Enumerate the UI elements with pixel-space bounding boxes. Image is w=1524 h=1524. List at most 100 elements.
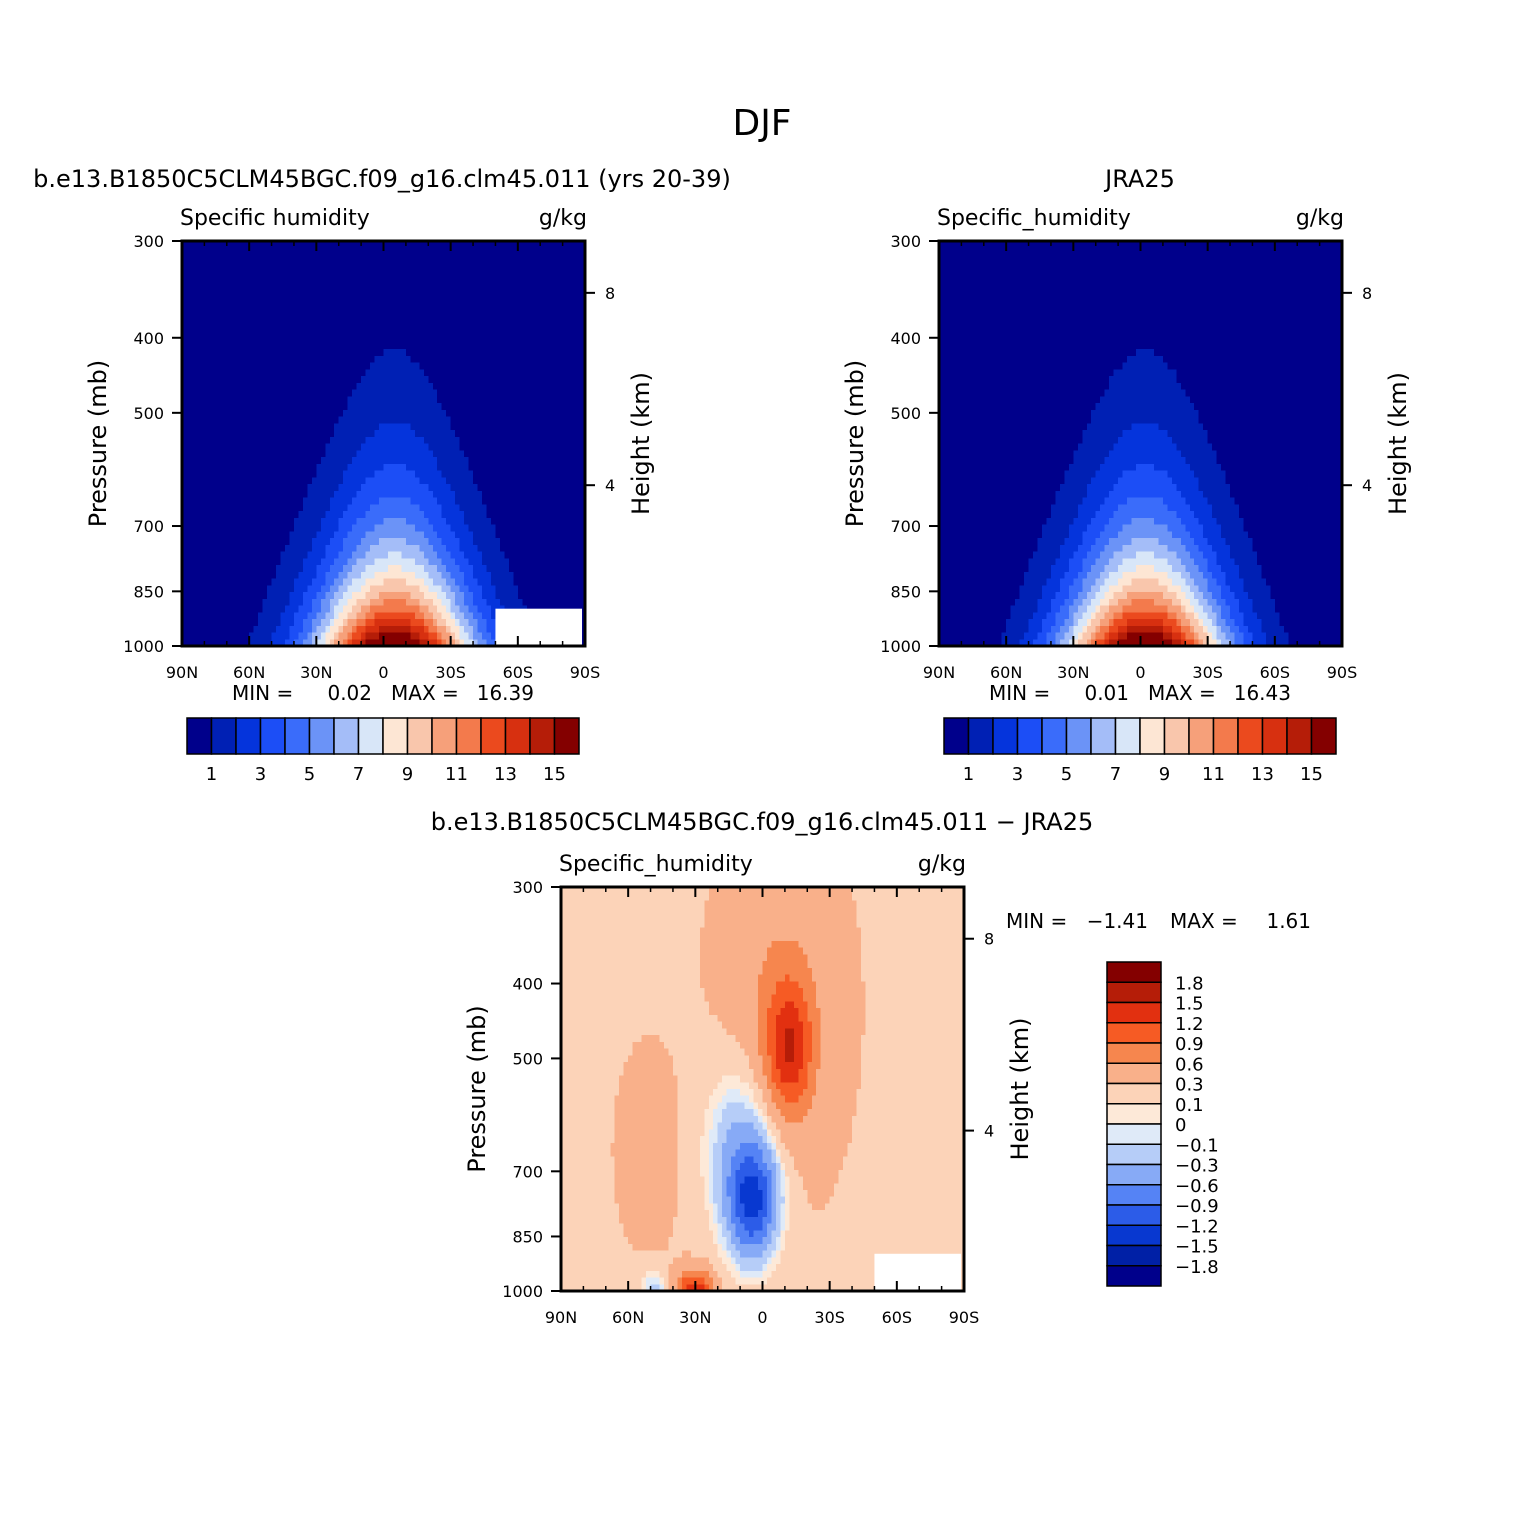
field-cell	[240, 517, 246, 526]
field-cell	[517, 484, 523, 492]
field-cell	[329, 376, 335, 384]
field-cell	[464, 592, 470, 600]
field-cell	[217, 416, 223, 424]
field-cell	[401, 531, 407, 539]
field-cell	[396, 308, 403, 316]
field-cell	[410, 463, 416, 472]
field-cell	[240, 598, 246, 607]
field-cell	[217, 504, 223, 512]
field-cell	[423, 565, 429, 573]
field-cell	[423, 585, 429, 593]
field-cell	[459, 403, 465, 411]
field-cell	[262, 497, 268, 505]
field-cell	[356, 389, 362, 397]
field-cell	[249, 484, 255, 492]
field-cell	[361, 443, 367, 451]
field-cell	[392, 349, 398, 357]
field-cell	[535, 281, 541, 289]
field-cell	[526, 382, 532, 391]
field-cell	[365, 524, 371, 532]
field-cell	[195, 430, 201, 438]
field-cell	[486, 551, 492, 559]
field-cell	[576, 504, 582, 512]
field-cell	[517, 470, 523, 478]
field-cell	[419, 484, 425, 492]
field-cell	[258, 497, 264, 505]
field-cell	[365, 315, 371, 323]
field-cell	[513, 281, 519, 289]
field-cell	[347, 490, 353, 499]
field-cell	[356, 450, 362, 458]
field-cell	[280, 598, 286, 607]
field-cell	[513, 295, 519, 303]
field-cell	[495, 315, 501, 323]
field-cell	[276, 396, 282, 404]
field-cell	[468, 295, 474, 303]
field-cell	[450, 342, 456, 350]
field-cell	[302, 551, 308, 559]
field-cell	[499, 254, 505, 262]
field-cell	[208, 335, 214, 343]
field-cell	[482, 301, 488, 310]
field-cell	[244, 490, 250, 499]
field-cell	[517, 450, 523, 458]
field-cell	[302, 403, 308, 411]
field-cell	[298, 382, 304, 391]
field-cell	[490, 288, 497, 296]
field-cell	[432, 551, 438, 559]
field-cell	[549, 328, 555, 337]
field-cell	[499, 389, 505, 397]
field-cell	[365, 430, 371, 438]
field-cell	[562, 335, 568, 343]
field-cell	[195, 531, 201, 539]
field-cell	[249, 538, 255, 546]
field-cell	[379, 288, 385, 296]
field-cell	[217, 551, 223, 559]
field-cell	[468, 463, 474, 472]
field-cell	[240, 308, 246, 316]
field-cell	[276, 268, 282, 276]
field-cell	[280, 389, 286, 397]
field-cell	[190, 592, 197, 600]
field-cell	[222, 517, 228, 526]
field-cell	[374, 497, 380, 505]
field-cell	[450, 490, 456, 499]
field-cell	[517, 315, 523, 323]
field-cell	[490, 565, 497, 573]
field-cell	[540, 396, 546, 404]
field-cell	[302, 409, 308, 418]
field-cell	[379, 254, 385, 262]
field-cell	[356, 484, 362, 492]
field-cell	[441, 517, 447, 526]
field-cell	[240, 436, 246, 445]
field-cell	[535, 484, 541, 492]
field-cell	[423, 490, 429, 499]
field-cell	[459, 450, 465, 458]
field-cell	[468, 484, 474, 492]
field-cell	[499, 430, 505, 438]
field-cell	[553, 578, 559, 586]
field-cell	[540, 389, 546, 397]
field-cell	[374, 308, 380, 316]
field-cell	[343, 592, 349, 600]
field-cell	[468, 443, 474, 451]
field-cell	[302, 430, 308, 438]
field-cell	[195, 524, 201, 532]
field-cell	[499, 362, 505, 370]
field-cell	[405, 565, 411, 573]
field-cell	[244, 376, 250, 384]
field-cell	[490, 328, 497, 337]
field-cell	[553, 484, 559, 492]
field-cell	[347, 335, 353, 343]
field-cell	[199, 416, 205, 424]
field-cell	[499, 274, 505, 283]
field-cell	[204, 497, 210, 505]
field-cell	[244, 369, 250, 377]
field-cell	[249, 376, 255, 384]
field-cell	[410, 328, 416, 337]
field-cell	[195, 328, 201, 337]
field-cell	[549, 470, 555, 478]
field-cell	[513, 531, 519, 539]
field-cell	[576, 247, 582, 256]
field-cell	[549, 301, 555, 310]
